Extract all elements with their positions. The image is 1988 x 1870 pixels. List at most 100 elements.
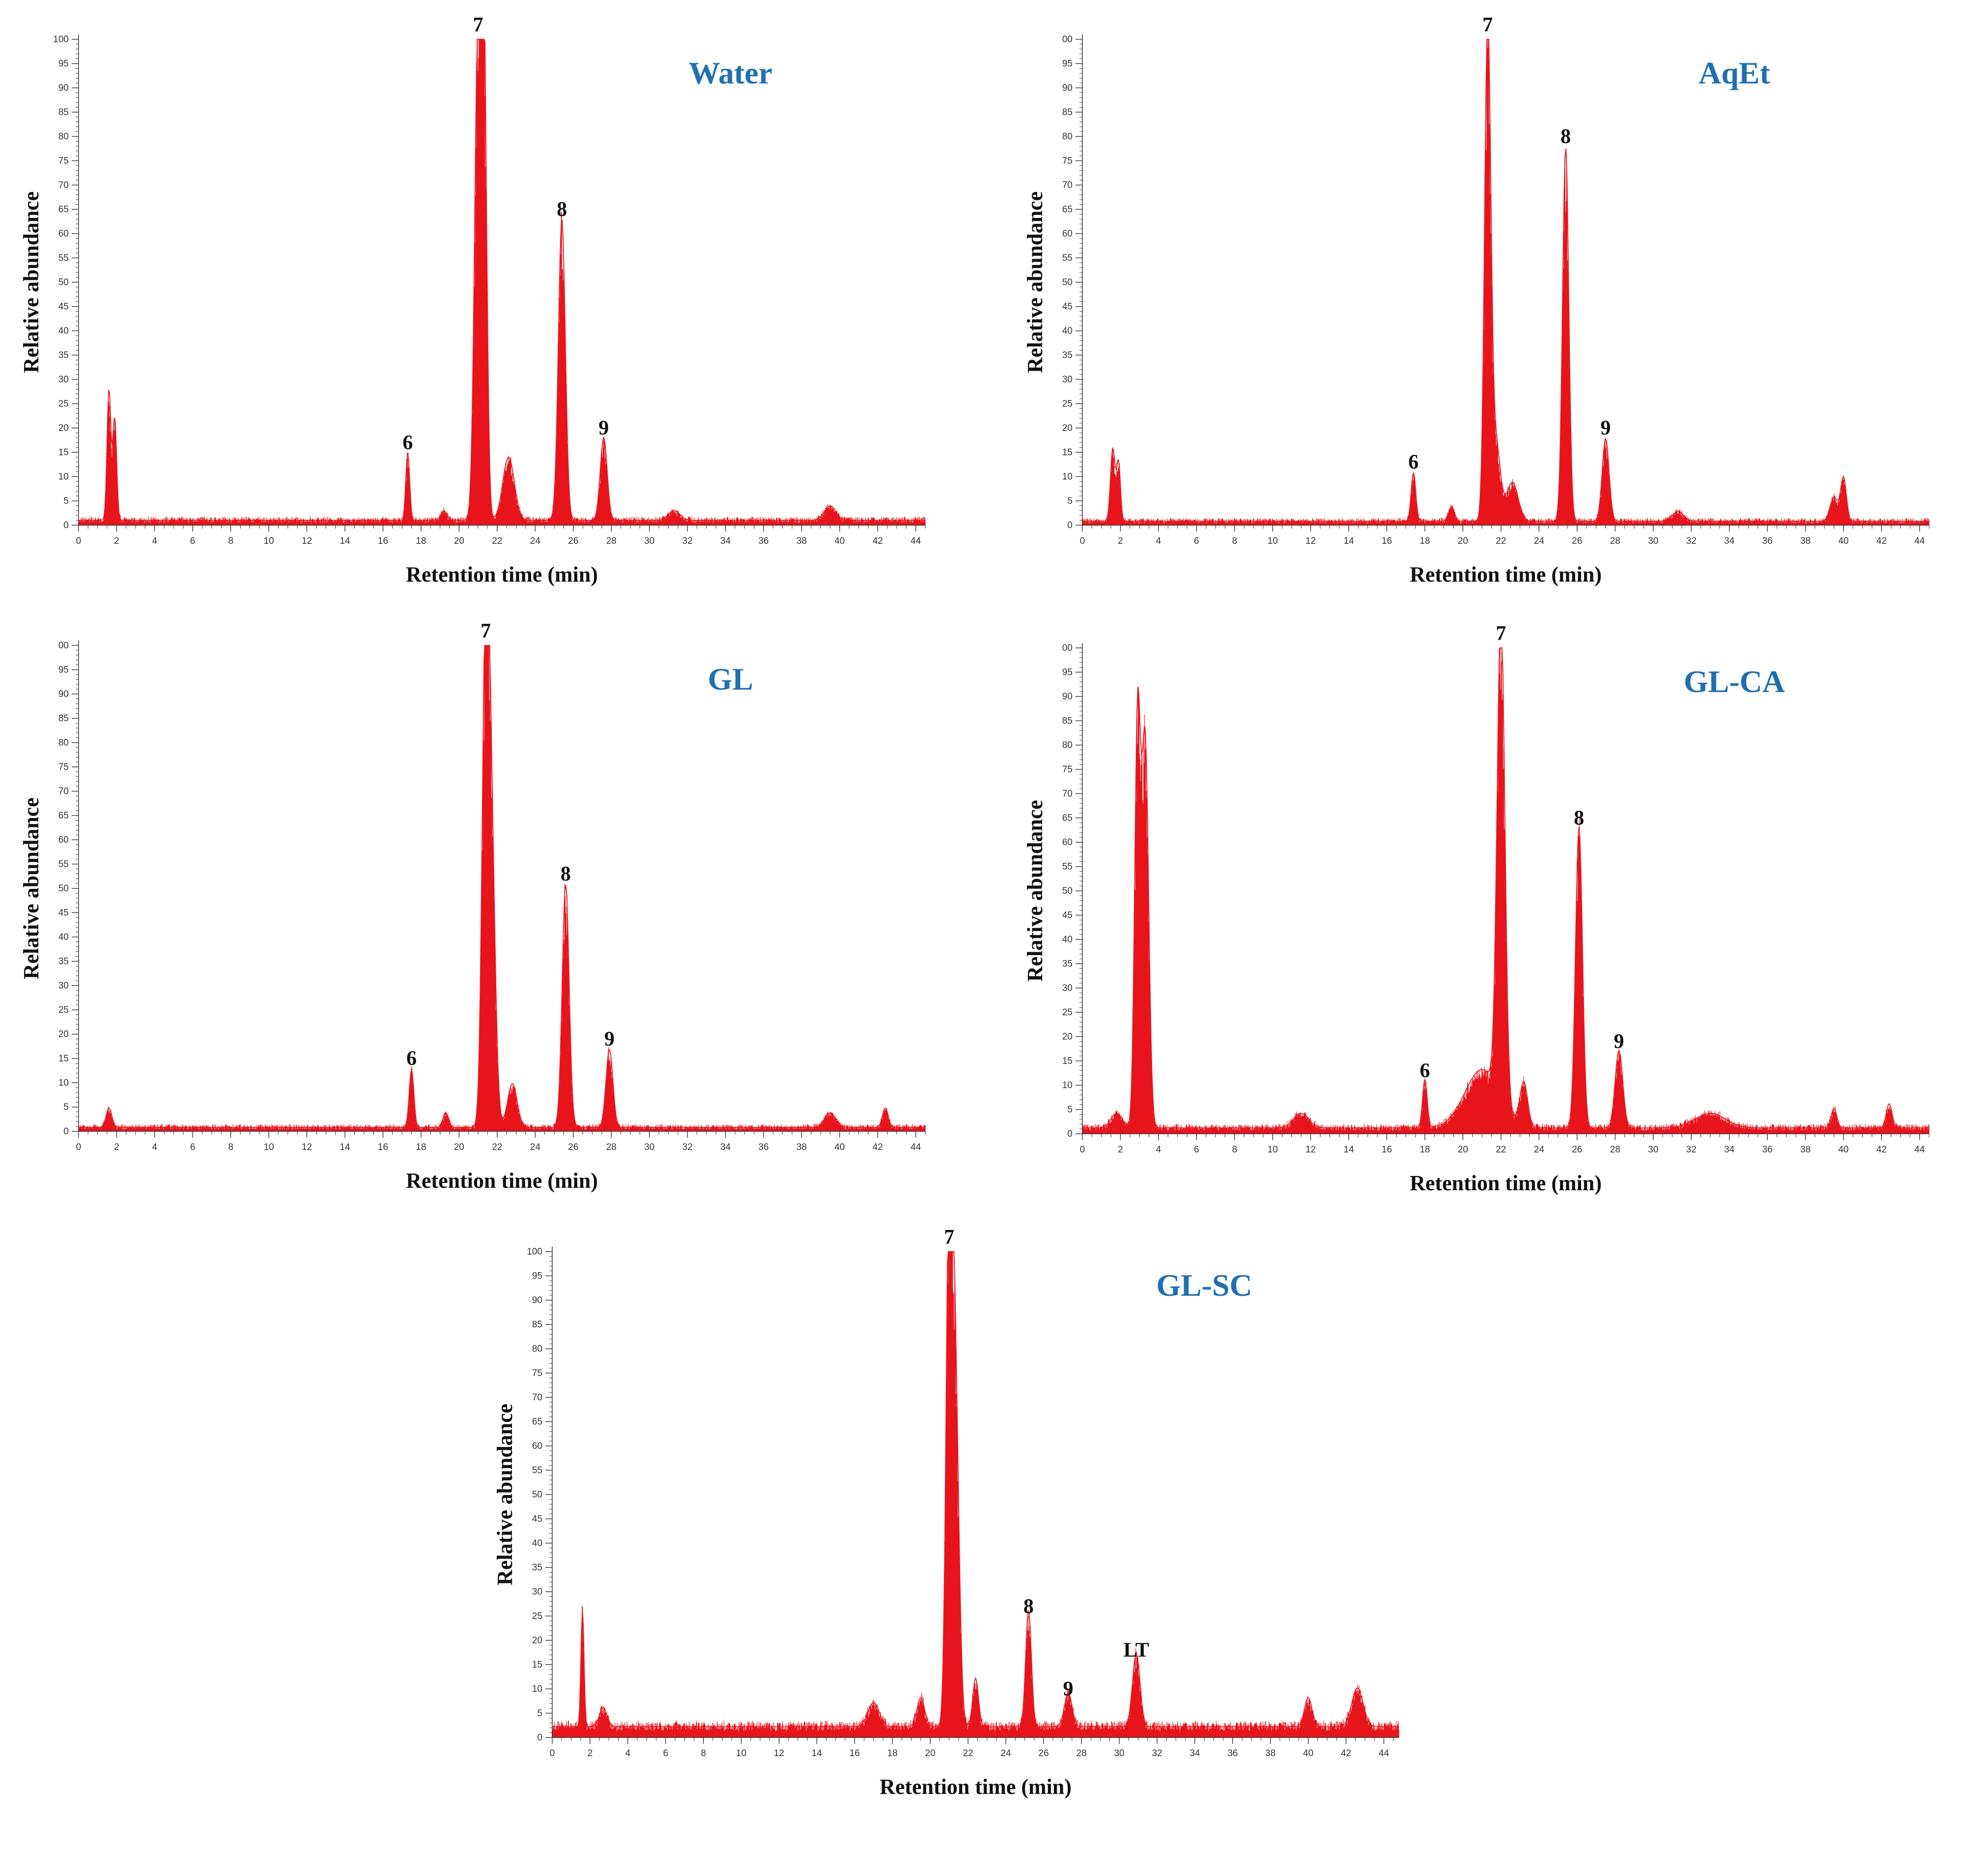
peak-label: 7	[1496, 622, 1506, 645]
x-tick-label: 44	[1379, 1748, 1390, 1759]
y-tick-label: 40	[1062, 935, 1073, 945]
y-tick-label: 50	[1062, 886, 1073, 896]
y-tick-label: 75	[58, 762, 69, 773]
y-tick-label: 40	[58, 326, 69, 336]
chromatogram-envelope	[1082, 647, 1929, 1128]
y-tick-label: 25	[58, 399, 69, 409]
x-tick-label: 20	[1458, 1145, 1468, 1155]
x-tick-label: 4	[1156, 536, 1161, 546]
y-tick-label: 55	[58, 859, 69, 870]
y-tick-label: 30	[1062, 983, 1073, 993]
y-tick-label: 30	[1062, 374, 1073, 385]
x-tick-label: 26	[1039, 1748, 1049, 1759]
y-tick-label: 0	[537, 1733, 542, 1743]
x-tick-label: 4	[152, 536, 158, 546]
x-tick-label: 2	[1118, 1145, 1123, 1155]
x-tick-label: 0	[76, 1142, 81, 1152]
x-tick-label: 10	[736, 1748, 746, 1759]
y-tick-label: 70	[1062, 789, 1073, 799]
x-tick-label: 4	[1156, 1145, 1161, 1155]
x-tick-label: 22	[963, 1748, 973, 1759]
y-tick-label: 0	[1067, 1129, 1073, 1139]
y-tick-label: 00	[1062, 34, 1073, 45]
y-tick-label: 70	[532, 1392, 542, 1403]
x-tick-label: 26	[568, 1142, 578, 1152]
x-tick-label: 18	[1420, 536, 1430, 546]
y-tick-label: 40	[532, 1538, 542, 1549]
x-tick-label: 32	[1686, 1145, 1696, 1155]
x-tick-label: 34	[720, 1142, 731, 1152]
chart-svg: 0 2 4 6 8 10 12 14 16 18 20 22 24 26 28 30 32 34 36 38 40 42 4…	[19, 14, 926, 587]
y-tick-label: 5	[537, 1709, 542, 1719]
chromatogram-trace	[552, 1252, 1399, 1737]
x-tick-label: 8	[1232, 536, 1237, 546]
y-tick-label: 55	[532, 1466, 542, 1476]
peak-label: 8	[1023, 1595, 1034, 1618]
y-tick-label: 30	[58, 981, 69, 991]
y-tick-label: 65	[1062, 205, 1073, 215]
peak-label: LT	[1124, 1639, 1149, 1662]
y-tick-label: 65	[58, 811, 69, 821]
peak-label: 8	[561, 863, 571, 885]
y-tick-label: 95	[1062, 59, 1073, 69]
y-tick-label: 85	[1062, 107, 1073, 118]
x-tick-label: 44	[1914, 536, 1925, 546]
x-tick-label: 16	[378, 536, 388, 546]
y-tick-label: 80	[1062, 132, 1073, 142]
x-tick-label: 26	[1572, 536, 1582, 546]
x-axis-title: Retention time (min)	[406, 1169, 598, 1193]
y-tick-label: 65	[58, 205, 69, 215]
peak-label: 8	[1560, 126, 1571, 148]
x-tick-label: 34	[1190, 1748, 1201, 1759]
peak-label: 6	[403, 431, 413, 454]
x-tick-label: 6	[190, 1142, 195, 1152]
x-tick-label: 0	[1080, 536, 1085, 546]
y-tick-label: 20	[1062, 423, 1073, 433]
y-tick-label: 10	[1062, 472, 1073, 482]
y-tick-label: 10	[532, 1684, 542, 1694]
y-tick-label: 90	[1062, 83, 1073, 93]
y-axis-title: Relative abundance	[1023, 800, 1047, 982]
peak-label: 9	[598, 417, 609, 440]
y-tick-label: 25	[58, 1005, 69, 1015]
x-tick-label: 10	[264, 1142, 274, 1152]
x-tick-label: 42	[873, 1142, 883, 1152]
x-tick-label: 14	[811, 1748, 822, 1759]
y-tick-label: 45	[1062, 910, 1073, 921]
y-tick-label: 90	[58, 83, 69, 93]
x-tick-label: 20	[925, 1748, 936, 1759]
y-tick-label: 00	[1062, 643, 1073, 653]
x-tick-label: 42	[873, 536, 883, 546]
x-tick-label: 40	[1838, 536, 1849, 546]
x-tick-label: 16	[378, 1142, 388, 1152]
peak-label: 6	[1420, 1060, 1430, 1082]
peak-label: 9	[604, 1028, 615, 1051]
y-tick-label: 85	[58, 714, 69, 724]
x-tick-label: 16	[1382, 1145, 1392, 1155]
y-tick-label: 70	[1062, 180, 1073, 190]
x-tick-label: 12	[302, 1142, 312, 1152]
x-tick-label: 10	[264, 536, 274, 546]
x-tick-label: 36	[1762, 1145, 1773, 1155]
x-tick-label: 4	[152, 1142, 158, 1152]
chromatogram-gl: 0 2 4 6 8 10 12 14 16 18 20 22 24 26 28 30 32 34 36 38 40 42 4…	[10, 616, 942, 1225]
y-tick-label: 75	[1062, 156, 1073, 166]
x-tick-label: 24	[530, 536, 541, 546]
y-tick-label: 5	[63, 1102, 69, 1113]
y-tick-label: 15	[532, 1660, 542, 1670]
peak-label: 9	[1063, 1678, 1074, 1701]
y-tick-label: 60	[58, 835, 69, 845]
y-tick-label: 95	[58, 665, 69, 675]
x-tick-label: 44	[911, 1142, 921, 1152]
chromatogram-envelope	[552, 1251, 1399, 1728]
y-tick-label: 100	[53, 34, 69, 45]
x-tick-label: 32	[1686, 536, 1696, 546]
y-tick-label: 85	[58, 107, 69, 118]
x-tick-label: 20	[1458, 536, 1468, 546]
y-tick-label: 25	[1062, 399, 1073, 409]
x-tick-label: 8	[228, 1142, 234, 1152]
x-tick-label: 34	[1724, 536, 1735, 546]
y-tick-label: 35	[58, 350, 69, 361]
y-tick-label: 55	[1062, 862, 1073, 872]
x-tick-label: 42	[1877, 1145, 1887, 1155]
